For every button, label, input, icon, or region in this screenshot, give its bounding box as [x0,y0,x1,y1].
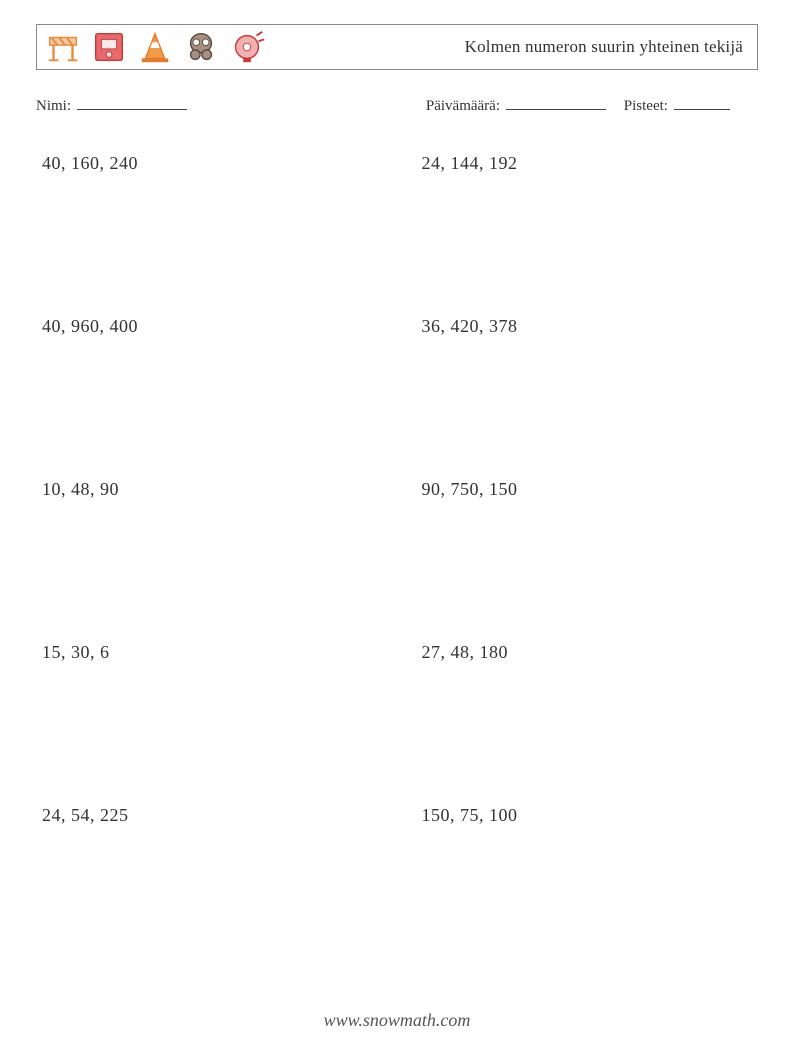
worksheet-title: Kolmen numeron suurin yhteinen tekijä [465,37,743,57]
header-icons [43,27,267,67]
traffic-cone-icon [135,27,175,67]
fire-alarm-icon [89,27,129,67]
problem-cell: 40, 160, 240 [42,153,421,174]
problem-cell: 40, 960, 400 [42,316,421,337]
problem-cell: 24, 144, 192 [421,153,758,174]
date-label: Päivämäärä: [426,98,500,114]
footer-url: www.snowmath.com [0,1010,794,1031]
problem-row: 24, 54, 225 150, 75, 100 [42,805,758,826]
problem-cell: 10, 48, 90 [42,479,421,500]
alarm-bell-icon [227,27,267,67]
problem-cell: 15, 30, 6 [42,642,421,663]
problem-row: 15, 30, 6 27, 48, 180 [42,642,758,663]
date-blank[interactable] [506,96,606,110]
info-row: Nimi: Päivämäärä: Pisteet: [36,96,758,115]
problem-row: 40, 960, 400 36, 420, 378 [42,316,758,337]
worksheet-header: Kolmen numeron suurin yhteinen tekijä [36,24,758,70]
barrier-icon [43,27,83,67]
problem-cell: 27, 48, 180 [421,642,758,663]
score-blank[interactable] [674,96,730,110]
name-blank[interactable] [77,96,187,110]
problem-cell: 36, 420, 378 [421,316,758,337]
problem-cell: 24, 54, 225 [42,805,421,826]
problem-cell: 90, 750, 150 [421,479,758,500]
problem-cell: 150, 75, 100 [421,805,758,826]
name-label: Nimi: [36,98,71,114]
problem-row: 40, 160, 240 24, 144, 192 [42,153,758,174]
problem-row: 10, 48, 90 90, 750, 150 [42,479,758,500]
score-label: Pisteet: [624,98,668,114]
problems-grid: 40, 160, 240 24, 144, 192 40, 960, 400 3… [36,153,758,826]
gas-mask-icon [181,27,221,67]
